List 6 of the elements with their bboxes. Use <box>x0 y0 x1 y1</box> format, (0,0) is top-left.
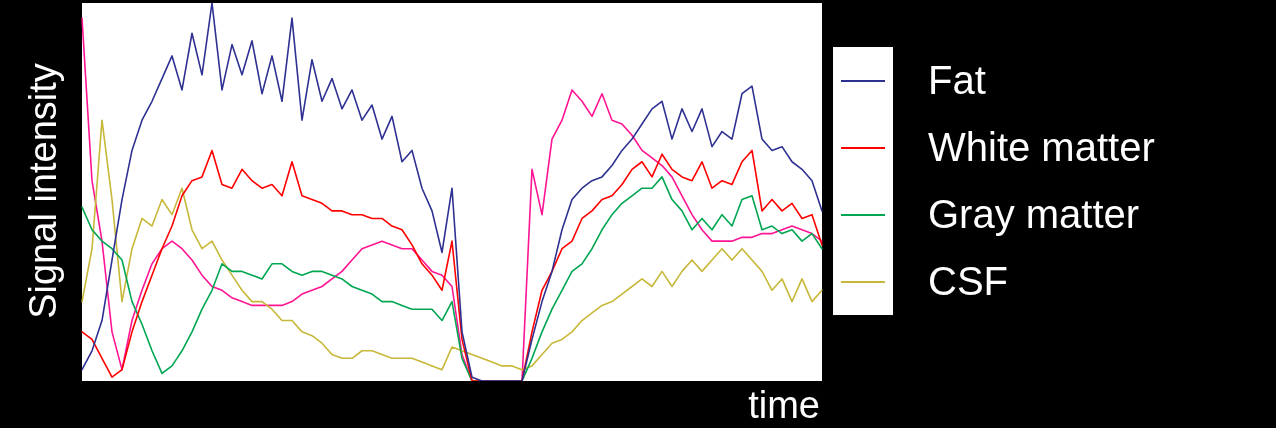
x-axis-title: time <box>747 383 820 428</box>
legend-label: CSF <box>928 259 1008 304</box>
legend-label: Fat <box>928 58 986 103</box>
y-axis-title: Signal intensity <box>21 62 65 321</box>
legend-label: Gray matter <box>928 192 1140 237</box>
legend-label: White matter <box>928 125 1155 170</box>
